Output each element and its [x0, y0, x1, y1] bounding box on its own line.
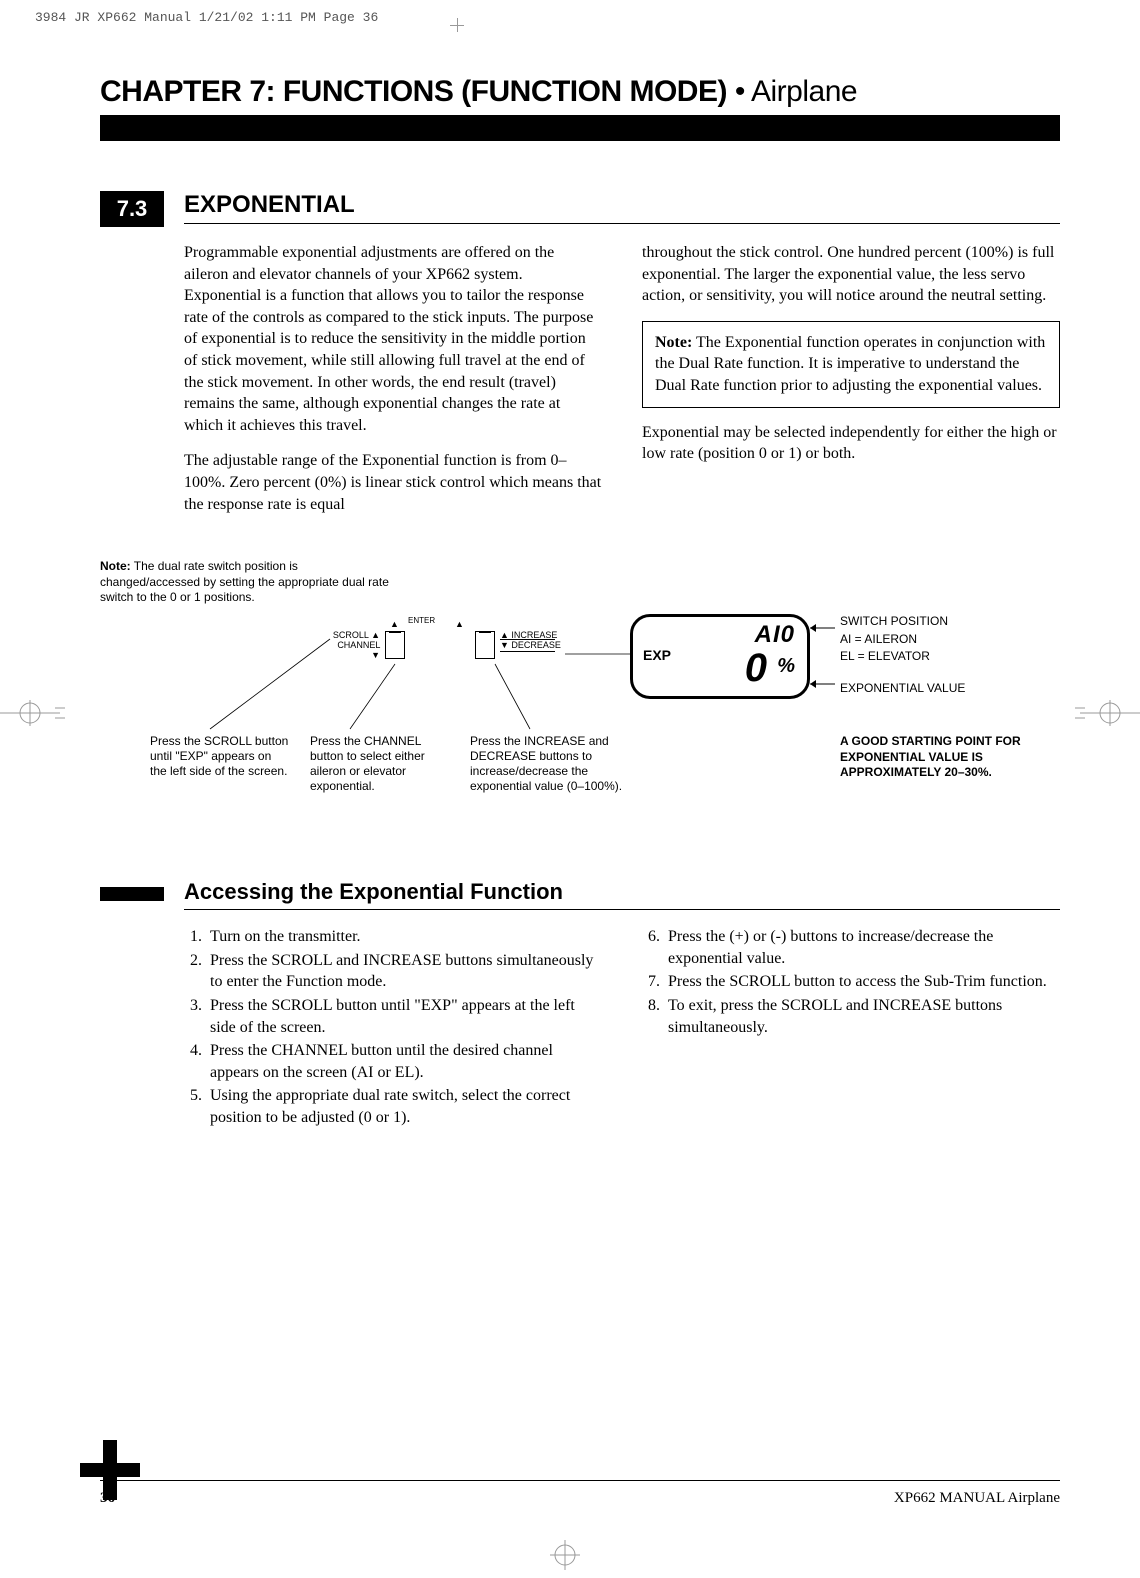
print-header: 3984 JR XP662 Manual 1/21/02 1:11 PM Pag… — [35, 10, 378, 25]
chapter-title-bold: CHAPTER 7: FUNCTIONS (FUNCTION MODE) — [100, 75, 727, 108]
step-item: Press the (+) or (-) buttons to increase… — [664, 926, 1060, 969]
connector-lines — [150, 609, 650, 739]
lcd-label-group: SWITCH POSITION AI = AILERON EL = ELEVAT… — [840, 614, 965, 698]
footer: 36 XP662 MANUAL Airplane — [100, 1490, 1060, 1507]
chapter-title: CHAPTER 7: FUNCTIONS (FUNCTION MODE) • A… — [100, 75, 1060, 109]
caption-channel: Press the CHANNEL button to select eithe… — [310, 734, 450, 794]
lcd-percent: % — [777, 655, 795, 678]
section-title: EXPONENTIAL — [184, 191, 1060, 224]
step-item: Press the SCROLL and INCREASE buttons si… — [206, 950, 602, 993]
step-item: To exit, press the SCROLL and INCREASE b… — [664, 995, 1060, 1038]
footer-manual-label: XP662 MANUAL Airplane — [894, 1490, 1060, 1507]
registration-mark-left — [0, 698, 65, 728]
registration-mark-right — [1075, 698, 1140, 728]
el-label: EL = ELEVATOR — [840, 649, 965, 665]
body-paragraph: Exponential may be selected independentl… — [642, 422, 1060, 465]
crop-mark-icon — [450, 18, 464, 32]
step-item: Press the SCROLL button to access the Su… — [664, 971, 1060, 993]
diagram-note: Note: The dual rate switch position is c… — [100, 559, 400, 606]
caption-scroll: Press the SCROLL button until "EXP" appe… — [150, 734, 290, 794]
lcd-value: 0 — [745, 646, 767, 691]
lcd-display: EXP AI0 0 % — [630, 614, 810, 699]
steps-list-left: Turn on the transmitter. Press the SCROL… — [184, 926, 602, 1128]
chapter-title-light: • Airplane — [727, 75, 857, 108]
steps-list-right: Press the (+) or (-) buttons to increase… — [642, 926, 1060, 1038]
caption-increase: Press the INCREASE and DECREASE buttons … — [470, 734, 645, 794]
chapter-bar — [100, 115, 1060, 141]
note-text: The Exponential function operates in con… — [655, 334, 1045, 394]
body-paragraph: throughout the stick control. One hundre… — [642, 242, 1060, 307]
step-item: Press the CHANNEL button until the desir… — [206, 1040, 602, 1083]
body-paragraph: The adjustable range of the Exponential … — [184, 450, 602, 515]
section-number: 7.3 — [100, 191, 164, 227]
diagram-note-text: The dual rate switch position is changed… — [100, 559, 389, 604]
lcd-channel: AI0 — [755, 621, 795, 649]
note-box: Note: The Exponential function operates … — [642, 321, 1060, 408]
lcd-arrows — [800, 614, 840, 699]
exp-value-label: EXPONENTIAL VALUE — [840, 681, 965, 697]
diagram: Note: The dual rate switch position is c… — [100, 559, 1060, 809]
body-paragraph: Programmable exponential adjustments are… — [184, 242, 602, 436]
registration-mark-bottom — [550, 1540, 580, 1570]
page-number: 36 — [100, 1490, 115, 1507]
starting-point-note: A GOOD STARTING POINT FOR EXPONENTIAL VA… — [840, 734, 1060, 781]
ai-label: AI = AILERON — [840, 632, 965, 648]
step-item: Turn on the transmitter. — [206, 926, 602, 948]
subsection-bar — [100, 887, 164, 901]
step-item: Press the SCROLL button until "EXP" appe… — [206, 995, 602, 1038]
switch-position-label: SWITCH POSITION — [840, 614, 965, 630]
step-item: Using the appropriate dual rate switch, … — [206, 1085, 602, 1128]
footer-rule — [100, 1480, 1060, 1481]
diagram-note-label: Note: — [100, 559, 131, 573]
note-label: Note: — [655, 334, 692, 351]
lcd-exp-label: EXP — [643, 647, 671, 663]
subsection-title: Accessing the Exponential Function — [184, 879, 1060, 910]
